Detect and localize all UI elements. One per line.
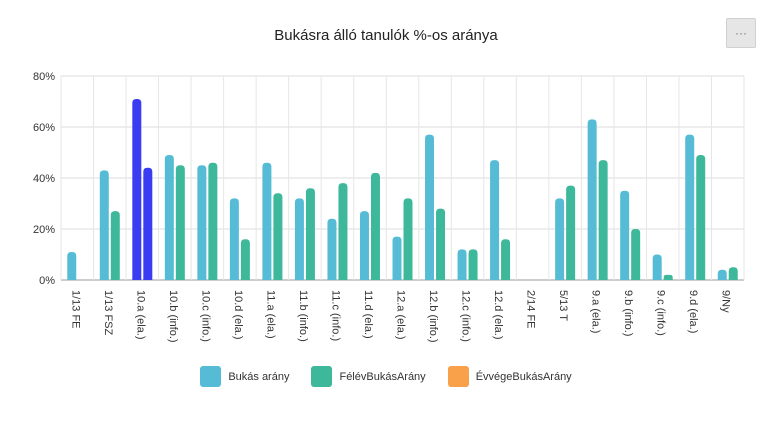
x-tick-label: 9.a (ela.) [590, 290, 602, 333]
x-tick-label: 2/14 FE [525, 290, 537, 329]
bar-f-l-vbuk-sar-ny[interactable] [728, 267, 738, 280]
ellipsis-icon: ··· [735, 26, 747, 40]
bar-buk-s-ar-ny[interactable] [620, 190, 630, 280]
bar-f-l-vbuk-sar-ny[interactable] [696, 155, 706, 280]
legend-label: ÉvvégeBukásArány [475, 370, 572, 383]
x-tick-label: 9.d (ela.) [687, 290, 699, 333]
y-tick-label: 0% [39, 275, 55, 287]
bar-f-l-vbuk-sar-ny[interactable] [370, 172, 380, 280]
x-tick-label: 5/13 T [557, 290, 569, 321]
bar-buk-s-ar-ny[interactable] [262, 162, 272, 280]
bar-f-l-vbuk-sar-ny[interactable] [436, 208, 446, 280]
bar-buk-s-ar-ny[interactable] [132, 98, 142, 280]
bar-f-l-vbuk-sar-ny[interactable] [175, 165, 185, 280]
x-tick-label: 11.d (ela.) [362, 290, 374, 339]
x-tick-label: 11.a (ela.) [264, 290, 276, 339]
bar-buk-s-ar-ny[interactable] [67, 251, 77, 280]
x-tick-label: 9/Ny [720, 290, 732, 313]
x-tick-label: 12.a (ela.) [395, 290, 407, 340]
bar-buk-s-ar-ny[interactable] [490, 160, 500, 280]
x-tick-label: 12.d (ela.) [492, 290, 504, 340]
bar-buk-s-ar-ny[interactable] [587, 119, 597, 280]
bar-buk-s-ar-ny[interactable] [685, 134, 695, 280]
bar-f-l-vbuk-sar-ny[interactable] [305, 188, 315, 280]
bar-f-l-vbuk-sar-ny[interactable] [403, 198, 413, 280]
bar-buk-s-ar-ny[interactable] [294, 198, 304, 280]
x-tick-label: 10.c (info.) [199, 290, 211, 342]
legend-label: FélévBukásArány [339, 370, 426, 383]
bar-buk-s-ar-ny[interactable] [359, 211, 369, 280]
bar-buk-s-ar-ny[interactable] [457, 249, 467, 280]
bar-f-l-vbuk-sar-ny[interactable] [110, 211, 120, 280]
legend-label: Bukás arány [228, 370, 290, 383]
legend: Bukás arány FélévBukásArány ÉvvégeBukásArá… [0, 366, 772, 387]
chart-menu-button[interactable]: ··· [726, 18, 756, 48]
x-tick-label: 10.b (info.) [167, 290, 179, 343]
bar-buk-s-ar-ny[interactable] [392, 236, 402, 280]
x-tick-label: 1/13 FE [69, 290, 81, 329]
bar-f-l-vbuk-sar-ny[interactable] [566, 185, 576, 280]
bar-f-l-vbuk-sar-ny[interactable] [468, 249, 478, 280]
bar-buk-s-ar-ny[interactable] [327, 218, 337, 280]
bar-buk-s-ar-ny[interactable] [425, 134, 435, 280]
bar-f-l-vbuk-sar-ny[interactable] [143, 167, 153, 280]
bar-f-l-vbuk-sar-ny[interactable] [501, 239, 511, 280]
legend-swatch [447, 366, 469, 387]
bar-f-l-vbuk-sar-ny[interactable] [631, 229, 641, 280]
bar-buk-s-ar-ny[interactable] [229, 198, 239, 280]
x-tick-label: 9.c (info.) [655, 290, 667, 336]
legend-item[interactable]: Bukás arány [200, 366, 289, 387]
chart-title: Bukásra álló tanulók %-os aránya [274, 27, 498, 44]
y-tick-label: 80% [33, 71, 55, 83]
bar-f-l-vbuk-sar-ny[interactable] [273, 193, 283, 280]
y-tick-label: 20% [33, 224, 55, 236]
bar-buk-s-ar-ny[interactable] [197, 165, 207, 280]
bar-buk-s-ar-ny[interactable] [717, 269, 727, 280]
legend-item[interactable]: FélévBukásArány [311, 366, 426, 387]
bar-f-l-vbuk-sar-ny[interactable] [240, 239, 250, 280]
x-tick-label: 11.c (info.) [329, 290, 341, 341]
legend-swatch [200, 366, 222, 387]
x-tick-label: 9.b (info.) [622, 290, 634, 336]
bar-buk-s-ar-ny[interactable] [164, 155, 174, 280]
legend-swatch [311, 366, 333, 387]
bar-f-l-vbuk-sar-ny[interactable] [598, 160, 608, 280]
bar-f-l-vbuk-sar-ny[interactable] [663, 274, 673, 280]
x-tick-label: 10.d (ela.) [232, 290, 244, 340]
x-tick-label: 1/13 FSZ [102, 290, 114, 336]
chart-plot: 0% 20% 40% 60% 80% 1/13 FE 1/13 FSZ 10.a (ela.)… [33, 71, 745, 343]
y-tick-label: 40% [33, 173, 55, 185]
bar-f-l-vbuk-sar-ny[interactable] [338, 183, 348, 280]
x-tick-label: 10.a (ela.) [134, 290, 146, 340]
legend-item[interactable]: ÉvvégeBukásArány [447, 366, 572, 387]
bar-buk-s-ar-ny[interactable] [555, 198, 565, 280]
y-tick-label: 60% [33, 122, 55, 134]
bar-f-l-vbuk-sar-ny[interactable] [208, 162, 218, 280]
x-tick-label: 12.b (info.) [427, 290, 439, 343]
bar-buk-s-ar-ny[interactable] [99, 170, 109, 280]
bar-buk-s-ar-ny[interactable] [652, 254, 662, 281]
x-tick-label: 12.c (info.) [460, 290, 472, 342]
x-tick-label: 11.b (info.) [297, 290, 309, 342]
